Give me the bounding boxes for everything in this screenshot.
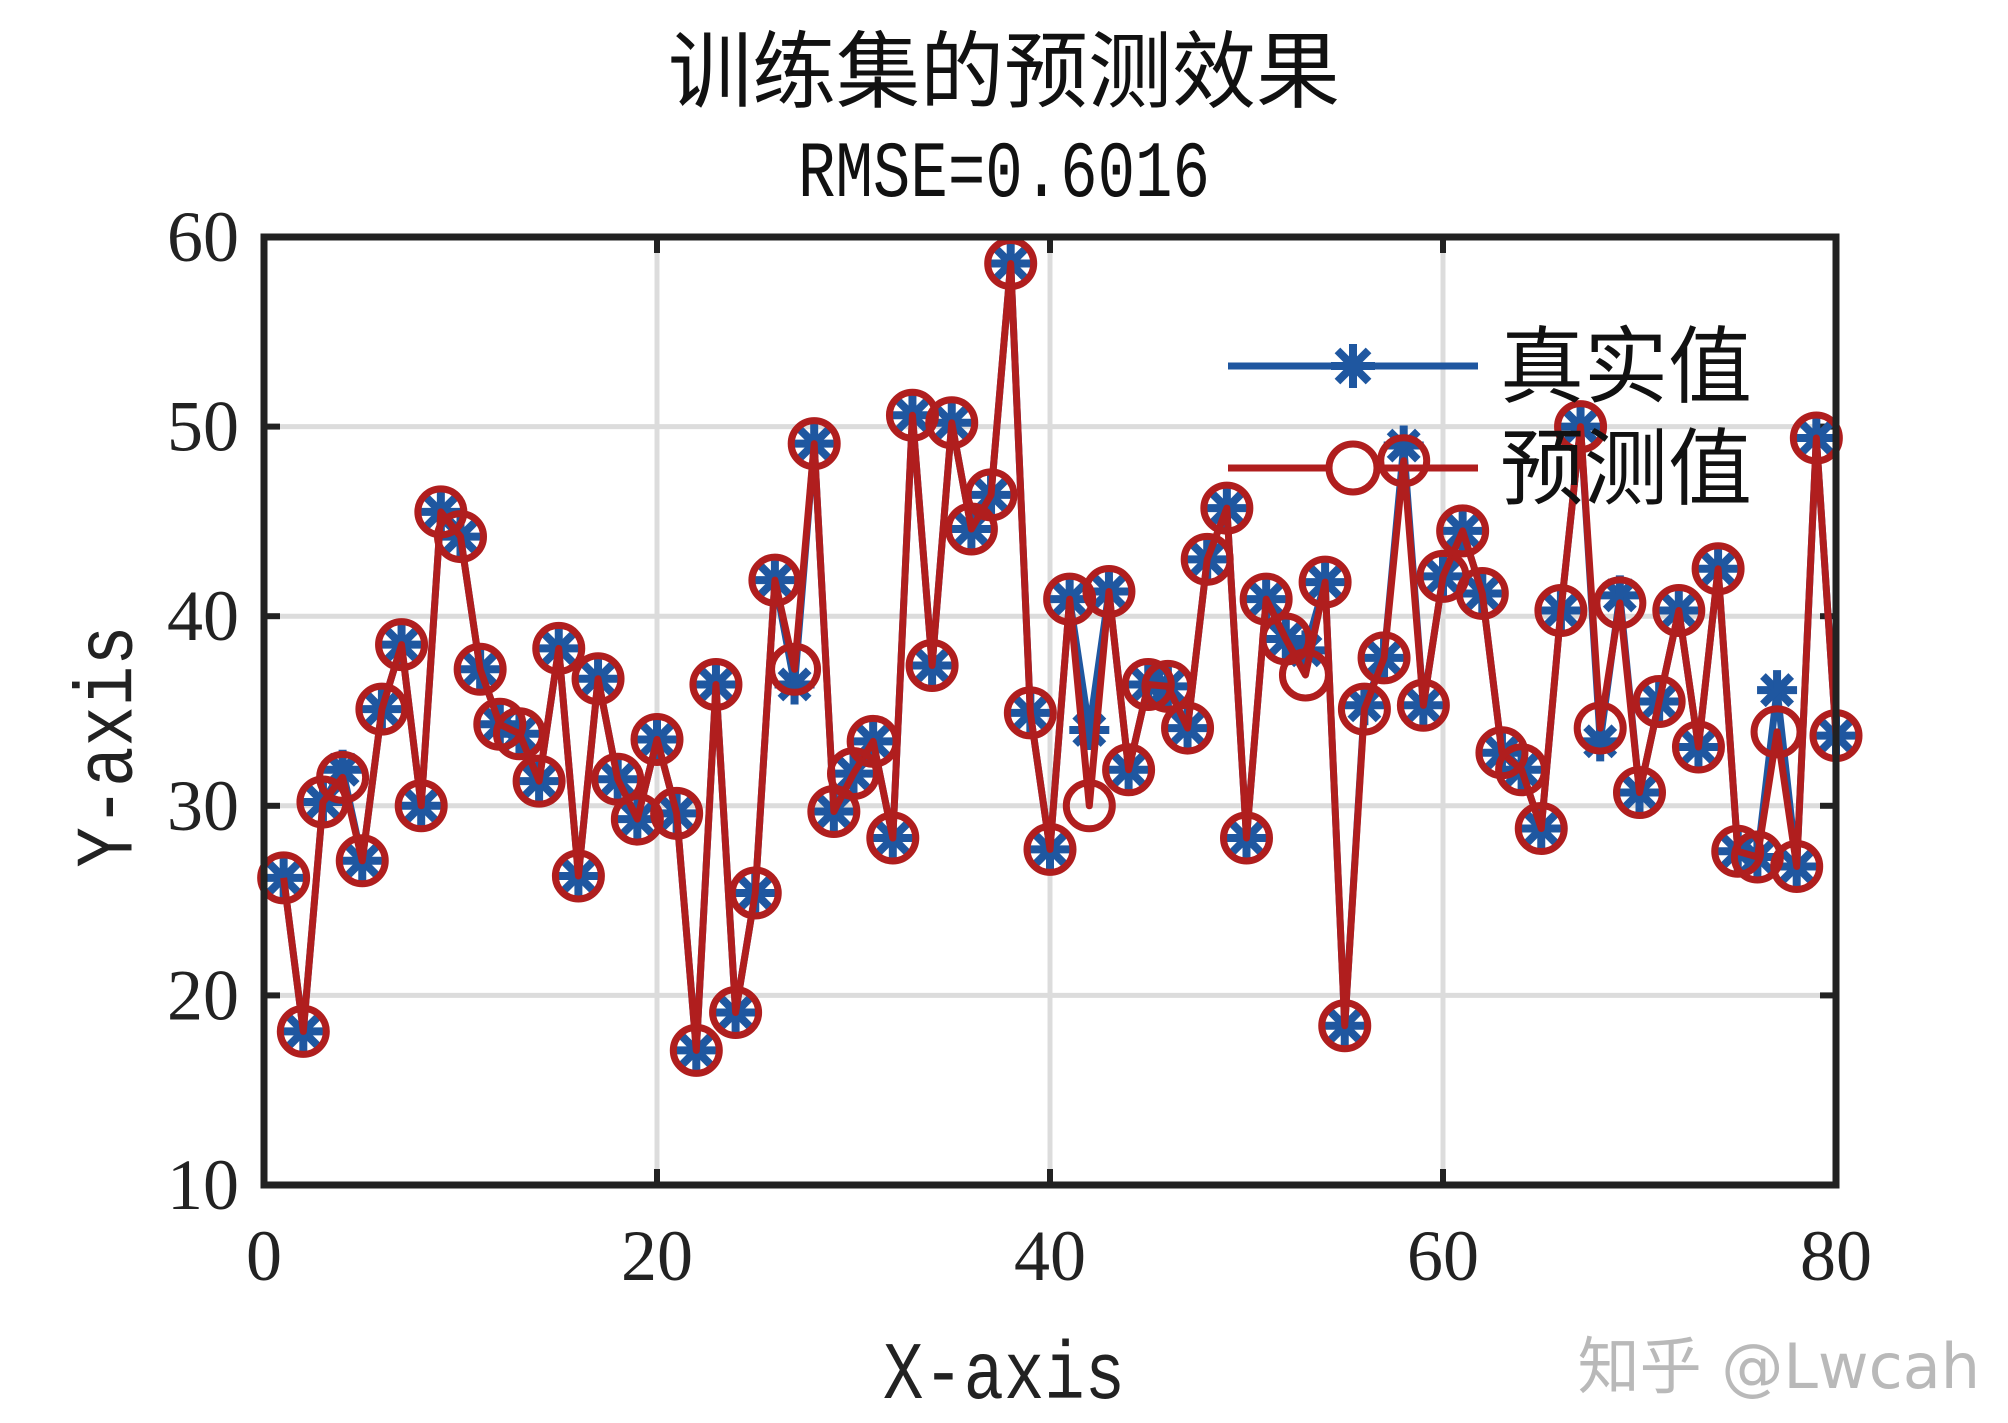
predicted-marker-circle: [1455, 566, 1509, 620]
predicted-marker-circle: [492, 707, 546, 761]
predicted-marker-circle: [1730, 830, 1784, 884]
predicted-marker-circle: [1613, 766, 1666, 820]
predicted-marker-circle: [1062, 779, 1116, 833]
legend-predicted-label: 预测值: [1500, 424, 1752, 517]
predicted-marker-circle: [1436, 504, 1490, 558]
predicted-marker-circle: [1023, 822, 1077, 876]
predicted-marker-circle: [1220, 811, 1273, 865]
predicted-marker-circle: [669, 1023, 723, 1077]
predicted-marker-circle: [885, 388, 939, 442]
predicted-marker-circle: [1750, 705, 1804, 759]
predicted-marker-circle: [709, 985, 763, 1039]
predicted-marker-circle: [1377, 434, 1431, 488]
predicted-marker-circle: [1278, 648, 1332, 702]
predicted-marker-circle: [866, 811, 920, 865]
predicted-marker-circle: [1652, 584, 1706, 638]
predicted-marker-circle: [846, 714, 900, 768]
predicted-marker-circle: [453, 642, 507, 696]
predicted-marker-circle: [1141, 659, 1195, 713]
predicted-marker-circle: [1318, 999, 1372, 1053]
predicted-marker-circle: [1554, 400, 1608, 454]
predicted-marker-circle: [1161, 701, 1215, 755]
predicted-marker-circle: [787, 417, 841, 471]
predicted-marker-circle: [1102, 743, 1156, 797]
legend-asterisk-icon: [1331, 344, 1375, 388]
predicted-marker-circle: [316, 750, 370, 804]
predicted-marker-circle: [1298, 555, 1352, 609]
predicted-marker-circle: [1593, 576, 1647, 630]
predicted-marker-circle: [1121, 657, 1175, 711]
predicted-marker-circle: [551, 849, 605, 903]
predicted-marker-circle: [905, 638, 959, 692]
predicted-marker-circle: [925, 396, 979, 450]
predicted-marker-circle: [532, 621, 586, 675]
predicted-marker-circle: [768, 642, 822, 696]
x-tick-label: 80: [1800, 1216, 1872, 1296]
actual-marker-asterisk: [1757, 670, 1798, 711]
predicted-marker-circle: [689, 657, 743, 711]
predicted-marker-circle: [394, 779, 448, 833]
x-tick-label: 0: [246, 1216, 282, 1296]
predicted-marker-circle: [1632, 675, 1686, 729]
axes-box: [260, 233, 1840, 1189]
y-tick-label: 60: [167, 197, 239, 277]
predicted-marker-circle: [1396, 678, 1450, 732]
predicted-marker-circle: [650, 786, 704, 840]
x-tick-label: 60: [1407, 1216, 1479, 1296]
predicted-marker-circle: [1770, 839, 1824, 893]
actual-marker-asterisk: [1069, 709, 1110, 750]
x-axis-label: X-axis: [882, 1330, 1126, 1423]
predicted-marker-circle: [335, 834, 389, 888]
predicted-marker-circle: [375, 618, 429, 672]
predicted-marker-circle: [984, 237, 1038, 291]
legend-actual-label: 真实值: [1500, 322, 1752, 415]
predicted-marker-circle: [434, 510, 487, 564]
predicted-marker-circle: [1337, 682, 1391, 736]
y-axis-label: Y-axis: [63, 625, 157, 868]
predicted-marker-circle: [610, 792, 664, 846]
chart-subtitle-rmse: RMSE=0.6016: [798, 130, 1210, 221]
predicted-marker-circle: [1495, 743, 1549, 797]
predicted-marker-circle: [1534, 584, 1588, 638]
y-tick-label: 30: [167, 766, 239, 846]
predicted-marker-circle: [512, 754, 566, 808]
predicted-marker-circle: [748, 553, 802, 607]
y-tick-label: 50: [167, 387, 239, 467]
predicted-marker-circle: [964, 468, 1018, 522]
predicted-marker-circle: [1514, 802, 1568, 856]
y-tick-label: 20: [167, 955, 239, 1035]
predicted-marker-circle: [1200, 481, 1254, 535]
legend-circle-icon: [1325, 440, 1381, 496]
predicted-marker-circle: [355, 682, 409, 736]
predicted-marker-circle: [630, 712, 684, 766]
predicted-marker-circle: [571, 652, 625, 706]
predicted-marker-circle: [1082, 565, 1136, 619]
watermark: 知乎 @Lwcah: [1577, 1330, 1980, 1403]
predicted-marker-circle: [1691, 542, 1745, 596]
predicted-marker-circle: [1003, 686, 1057, 740]
predicted-marker-circle: [1357, 631, 1411, 685]
predicted-marker-circle: [1671, 720, 1725, 774]
y-tick-label: 10: [167, 1145, 239, 1225]
predicted-marker-circle: [1043, 572, 1097, 626]
y-tick-label: 40: [167, 576, 239, 656]
predicted-marker-circle: [1180, 532, 1234, 586]
chart-title: 训练集的预测效果: [667, 23, 1340, 121]
x-tick-label: 40: [1014, 1216, 1086, 1296]
predicted-marker-circle: [728, 866, 782, 920]
x-tick-label: 20: [621, 1216, 693, 1296]
predicted-marker-circle: [1573, 701, 1627, 755]
predicted-marker-circle: [276, 1004, 330, 1058]
